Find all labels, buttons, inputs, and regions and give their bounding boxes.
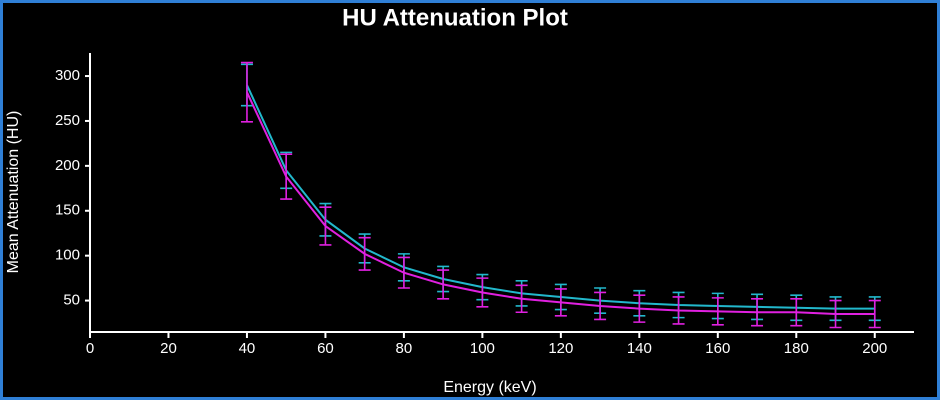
y-tick-label: 100	[55, 247, 80, 264]
error-bar	[476, 277, 489, 308]
error-bar	[829, 299, 842, 329]
y-tick-label: 200	[55, 157, 80, 174]
x-axis-label: Energy (keV)	[443, 379, 536, 396]
error-bar	[868, 299, 881, 329]
error-bar	[711, 297, 724, 326]
x-tick-label: 100	[470, 340, 495, 357]
x-tick-label: 80	[396, 340, 413, 357]
x-tick-label: 40	[239, 340, 256, 357]
error-bar	[358, 236, 371, 271]
error-bar	[751, 297, 764, 327]
x-tick-label: 120	[548, 340, 573, 357]
y-tick-label: 150	[55, 202, 80, 219]
y-tick-label: 300	[55, 67, 80, 84]
error-bar	[319, 206, 332, 246]
error-bar	[515, 284, 528, 314]
x-tick-label: 180	[784, 340, 809, 357]
error-bar	[437, 269, 450, 300]
error-bar	[672, 296, 685, 325]
y-tick-label: 50	[63, 292, 80, 309]
x-tick-label: 200	[862, 340, 887, 357]
error-bar	[397, 256, 410, 289]
y-tick-label: 250	[55, 112, 80, 129]
x-tick-label: 20	[160, 340, 177, 357]
error-bar	[633, 294, 646, 323]
error-bar	[240, 61, 253, 123]
error-bar	[554, 288, 567, 317]
error-bar	[790, 297, 803, 327]
x-tick-label: 160	[705, 340, 730, 357]
x-tick-label: 60	[317, 340, 334, 357]
chart-title: HU Attenuation Plot	[342, 4, 568, 31]
error-bar	[594, 291, 607, 321]
x-tick-label: 0	[86, 340, 94, 357]
error-bar	[280, 153, 293, 200]
y-axis-label: Mean Attenuation (HU)	[5, 111, 22, 274]
x-tick-label: 140	[627, 340, 652, 357]
